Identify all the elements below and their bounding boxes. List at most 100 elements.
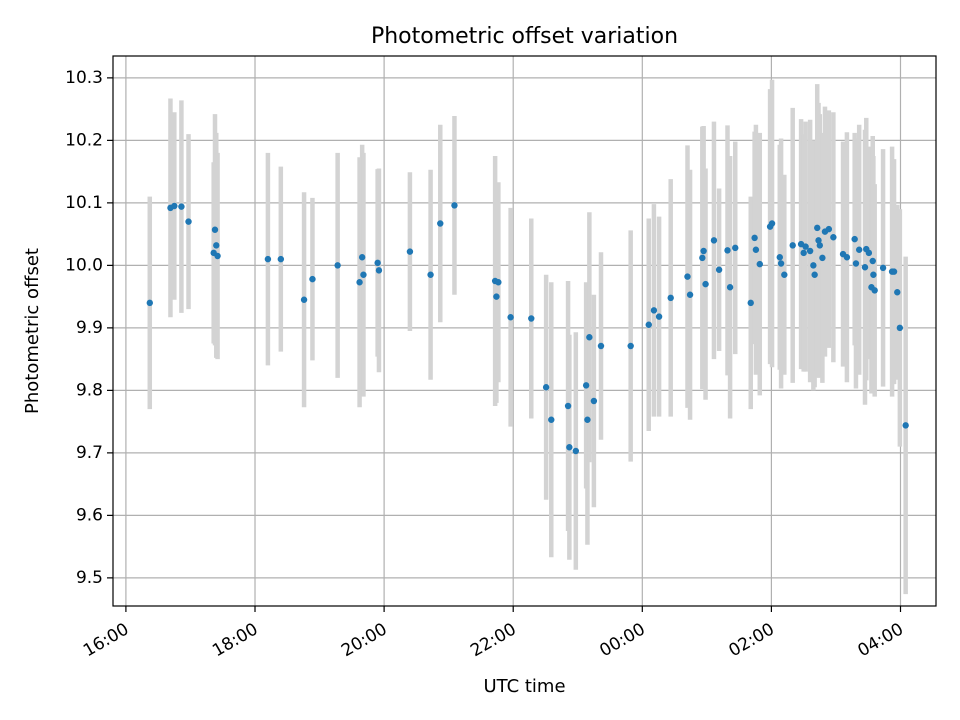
data-point: [185, 218, 192, 225]
data-point: [816, 242, 824, 249]
data-point: [747, 299, 754, 307]
data-point: [650, 307, 658, 314]
data-point: [667, 294, 674, 302]
data-point: [437, 220, 444, 227]
data-point: [360, 271, 367, 278]
error-bars: [147, 79, 908, 595]
data-point: [830, 234, 837, 241]
data-point: [810, 262, 817, 269]
x-tick-label: 20:00: [338, 619, 390, 661]
x-axis-ticks: 16:00 18:00 20:00 22:00 00:00 02:00 04:00: [80, 606, 907, 661]
data-point: [178, 203, 185, 210]
data-point: [582, 382, 590, 389]
data-point: [645, 321, 652, 328]
x-tick-label: 04:00: [855, 619, 907, 661]
data-point: [566, 444, 573, 451]
data-point: [852, 260, 860, 267]
data-point: [590, 397, 598, 405]
x-tick-label: 18:00: [209, 619, 261, 661]
data-point: [843, 254, 851, 261]
data-point: [451, 202, 458, 209]
data-point: [495, 279, 502, 286]
y-tick-label: 9.8: [76, 380, 103, 400]
data-point: [171, 202, 178, 210]
data-point: [896, 324, 904, 332]
data-point: [684, 273, 691, 280]
data-point: [375, 267, 383, 274]
data-point: [752, 246, 760, 253]
y-tick-label: 9.5: [76, 568, 103, 588]
data-point: [264, 255, 272, 263]
data-point: [811, 271, 818, 278]
y-tick-label: 9.7: [76, 443, 103, 463]
data-point: [802, 243, 809, 250]
data-point: [726, 284, 734, 291]
data-point: [300, 296, 308, 303]
data-point: [871, 287, 878, 294]
data-point: [825, 225, 833, 233]
data-point: [564, 402, 572, 410]
data-point: [814, 224, 821, 232]
data-point: [869, 257, 876, 265]
data-point: [356, 279, 363, 286]
data-point: [427, 271, 434, 278]
y-tick-label: 10.0: [65, 255, 103, 275]
data-point: [374, 259, 381, 267]
data-point: [815, 237, 822, 244]
data-point: [756, 260, 763, 268]
x-tick-label: 22:00: [467, 619, 519, 661]
data-point: [406, 248, 414, 255]
x-tick-label: 02:00: [725, 619, 777, 661]
y-tick-label: 9.9: [76, 318, 103, 338]
data-point: [781, 271, 788, 278]
data-point: [851, 235, 858, 243]
data-point: [700, 247, 707, 255]
y-tick-label: 10.3: [65, 68, 103, 88]
y-axis-ticks: 9.5 9.6 9.7 9.8 9.9 10.0 10.1 10.2 10.3: [65, 68, 113, 588]
data-point: [507, 314, 514, 321]
x-tick-label: 00:00: [596, 619, 648, 661]
x-tick-label: 16:00: [80, 619, 132, 661]
y-tick-label: 10.1: [65, 193, 103, 213]
data-point: [211, 226, 219, 233]
data-point: [724, 247, 731, 254]
y-axis-label: Photometric offset: [22, 248, 43, 414]
data-point: [865, 249, 873, 257]
data-point: [776, 254, 783, 261]
data-point: [584, 416, 591, 423]
data-points: [146, 202, 909, 455]
data-point: [655, 313, 663, 320]
data-point: [334, 262, 341, 269]
data-point: [358, 254, 366, 261]
data-point: [528, 315, 535, 322]
data-point: [699, 254, 706, 262]
data-point: [572, 447, 580, 455]
data-point: [627, 342, 634, 350]
data-point: [309, 275, 316, 283]
data-point: [597, 342, 605, 350]
data-point: [855, 246, 863, 253]
data-point: [493, 293, 500, 300]
data-point: [902, 422, 909, 429]
data-point: [819, 254, 826, 262]
data-point: [768, 220, 776, 227]
data-point: [890, 268, 898, 275]
data-point: [806, 247, 814, 255]
data-point: [213, 242, 220, 249]
data-point: [715, 266, 723, 273]
data-point: [879, 264, 887, 272]
data-point: [789, 242, 796, 249]
plot-area-frame: [112, 55, 937, 607]
data-point: [277, 255, 285, 263]
data-point: [686, 291, 694, 298]
y-tick-label: 9.6: [76, 505, 103, 525]
data-point: [751, 234, 758, 242]
data-point: [870, 271, 877, 278]
chart-title: Photometric offset variation: [371, 24, 678, 49]
data-point: [894, 289, 901, 296]
data-point: [214, 252, 221, 260]
data-point: [146, 299, 153, 307]
data-point: [800, 249, 807, 257]
y-tick-label: 10.2: [65, 130, 103, 150]
